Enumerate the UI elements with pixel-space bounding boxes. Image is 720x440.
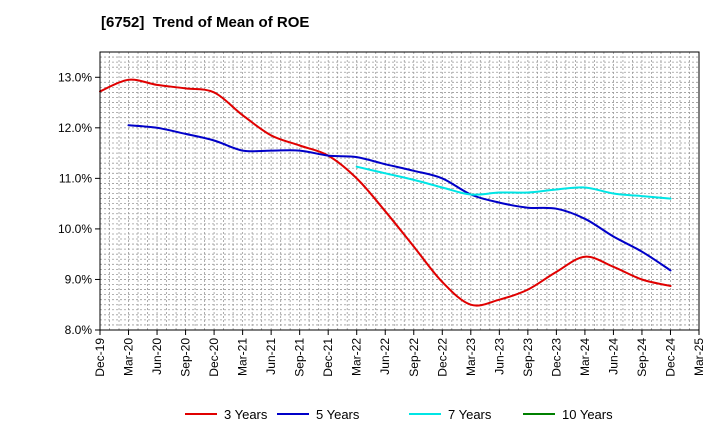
plot-area-border bbox=[99, 51, 700, 331]
x-tick-label: Jun-23 bbox=[492, 338, 506, 375]
legend-label-5-years: 5 Years bbox=[316, 407, 360, 422]
x-tick-label: Sep-20 bbox=[179, 338, 193, 377]
x-tick-label: Jun-21 bbox=[264, 338, 278, 375]
chart-title: [6752] Trend of Mean of ROE bbox=[101, 14, 310, 31]
plot-area-background bbox=[100, 52, 699, 330]
x-tick-label: Dec-23 bbox=[549, 338, 563, 377]
legend: 3 Years 5 Years 7 Years 10 Years bbox=[185, 407, 613, 422]
x-tick-label: Mar-23 bbox=[464, 338, 478, 376]
series-line-7-years bbox=[355, 165, 672, 200]
x-tick-label: Mar-22 bbox=[350, 338, 364, 376]
x-tick-label: Dec-24 bbox=[663, 338, 677, 377]
x-tick-label: Dec-21 bbox=[321, 338, 335, 377]
x-tick-label: Dec-19 bbox=[93, 338, 107, 377]
x-axis-ticks: Dec-19 Mar-20 Jun-20 Sep-20 Dec-20 Mar-21 Jun-… bbox=[93, 330, 706, 377]
x-tick-label: Sep-22 bbox=[407, 338, 421, 377]
y-tick-label: 8.0% bbox=[65, 323, 93, 337]
y-tick-label: 12.0% bbox=[58, 121, 92, 135]
x-tick-label: Jun-22 bbox=[378, 338, 392, 375]
series-line-3-years bbox=[99, 78, 672, 307]
y-tick-label: 13.0% bbox=[58, 70, 92, 84]
x-tick-label: Mar-21 bbox=[236, 338, 250, 376]
x-tick-label: Dec-20 bbox=[207, 338, 221, 377]
y-tick-label: 11.0% bbox=[59, 171, 92, 185]
x-tick-label: Mar-24 bbox=[578, 338, 592, 376]
x-tick-label: Dec-22 bbox=[435, 338, 449, 377]
y-tick-label: 9.0% bbox=[65, 272, 93, 286]
x-tick-label: Jun-20 bbox=[150, 338, 164, 375]
x-tick-label: Sep-23 bbox=[521, 338, 535, 377]
x-tick-label: Sep-21 bbox=[293, 338, 307, 377]
legend-label-7-years: 7 Years bbox=[448, 407, 492, 422]
x-tick-label: Mar-20 bbox=[122, 338, 136, 376]
x-tick-label: Jun-24 bbox=[606, 338, 620, 375]
legend-label-10-years: 10 Years bbox=[562, 407, 613, 422]
y-tick-label: 10.0% bbox=[58, 222, 92, 236]
y-axis-ticks: 8.0% 9.0% 10.0% 11.0% 12.0% 13.0% bbox=[58, 70, 100, 337]
series-lines bbox=[99, 78, 672, 307]
x-tick-label: Sep-24 bbox=[635, 338, 649, 377]
legend-label-3-years: 3 Years bbox=[224, 407, 268, 422]
x-tick-label: Mar-25 bbox=[692, 338, 706, 376]
series-line-5-years bbox=[127, 124, 672, 272]
